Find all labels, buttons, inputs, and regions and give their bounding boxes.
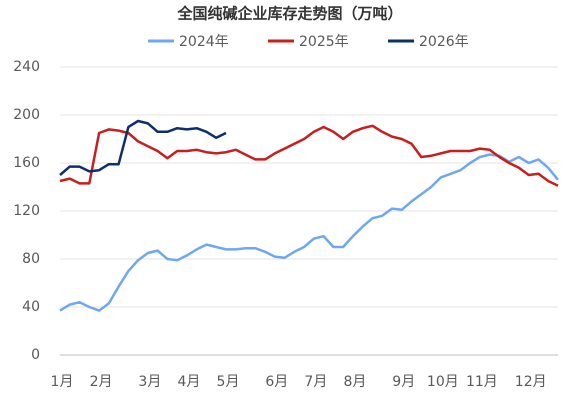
x-tick-label: 7月 (304, 374, 327, 390)
x-tick-label: 4月 (177, 374, 200, 390)
y-tick-label: 80 (22, 251, 40, 267)
y-tick-label: 160 (13, 155, 40, 171)
legend-label: 2024年 (179, 34, 229, 50)
x-tick-label: 9月 (392, 374, 415, 390)
series-line (59, 124, 559, 187)
y-tick-label: 200 (13, 107, 40, 123)
legend-label: 2026年 (419, 34, 469, 50)
x-tick-label: 11月 (466, 374, 498, 390)
series-line (59, 153, 559, 312)
legend-label: 2025年 (299, 34, 349, 50)
y-tick-label: 0 (31, 347, 40, 363)
x-tick-label: 8月 (343, 374, 366, 390)
series-line (59, 119, 227, 176)
y-tick-label: 120 (13, 203, 40, 219)
x-tick-label: 5月 (217, 374, 240, 390)
x-tick-label: 12月 (515, 374, 547, 390)
y-tick-label: 40 (22, 299, 40, 315)
y-tick-label: 240 (13, 59, 40, 75)
x-tick-label: 2月 (90, 374, 113, 390)
x-tick-label: 1月 (51, 374, 74, 390)
x-tick-label: 10月 (427, 374, 459, 390)
x-tick-label: 3月 (138, 374, 161, 390)
chart-title: 全国纯碱企业库存走势图（万吨） (176, 5, 402, 23)
x-tick-label: 6月 (265, 374, 288, 390)
